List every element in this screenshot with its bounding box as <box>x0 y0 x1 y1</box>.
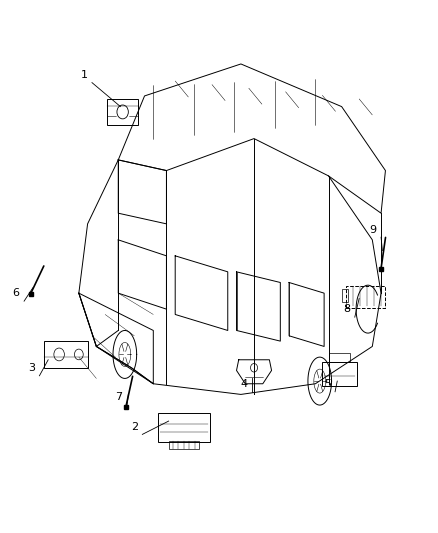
Text: 1: 1 <box>81 70 88 80</box>
Bar <box>342 289 348 302</box>
Bar <box>107 99 138 125</box>
Text: 5: 5 <box>324 379 331 389</box>
Bar <box>346 286 385 308</box>
Text: 2: 2 <box>131 422 138 432</box>
Text: 9: 9 <box>370 224 377 235</box>
Bar <box>44 341 88 368</box>
Text: 6: 6 <box>13 288 20 298</box>
Bar <box>328 353 350 362</box>
Bar <box>169 441 199 449</box>
Text: 7: 7 <box>116 392 123 402</box>
Bar <box>158 413 210 442</box>
Text: 8: 8 <box>343 304 350 314</box>
Text: 3: 3 <box>28 363 35 373</box>
Text: 4: 4 <box>240 379 247 389</box>
Bar <box>322 362 357 386</box>
